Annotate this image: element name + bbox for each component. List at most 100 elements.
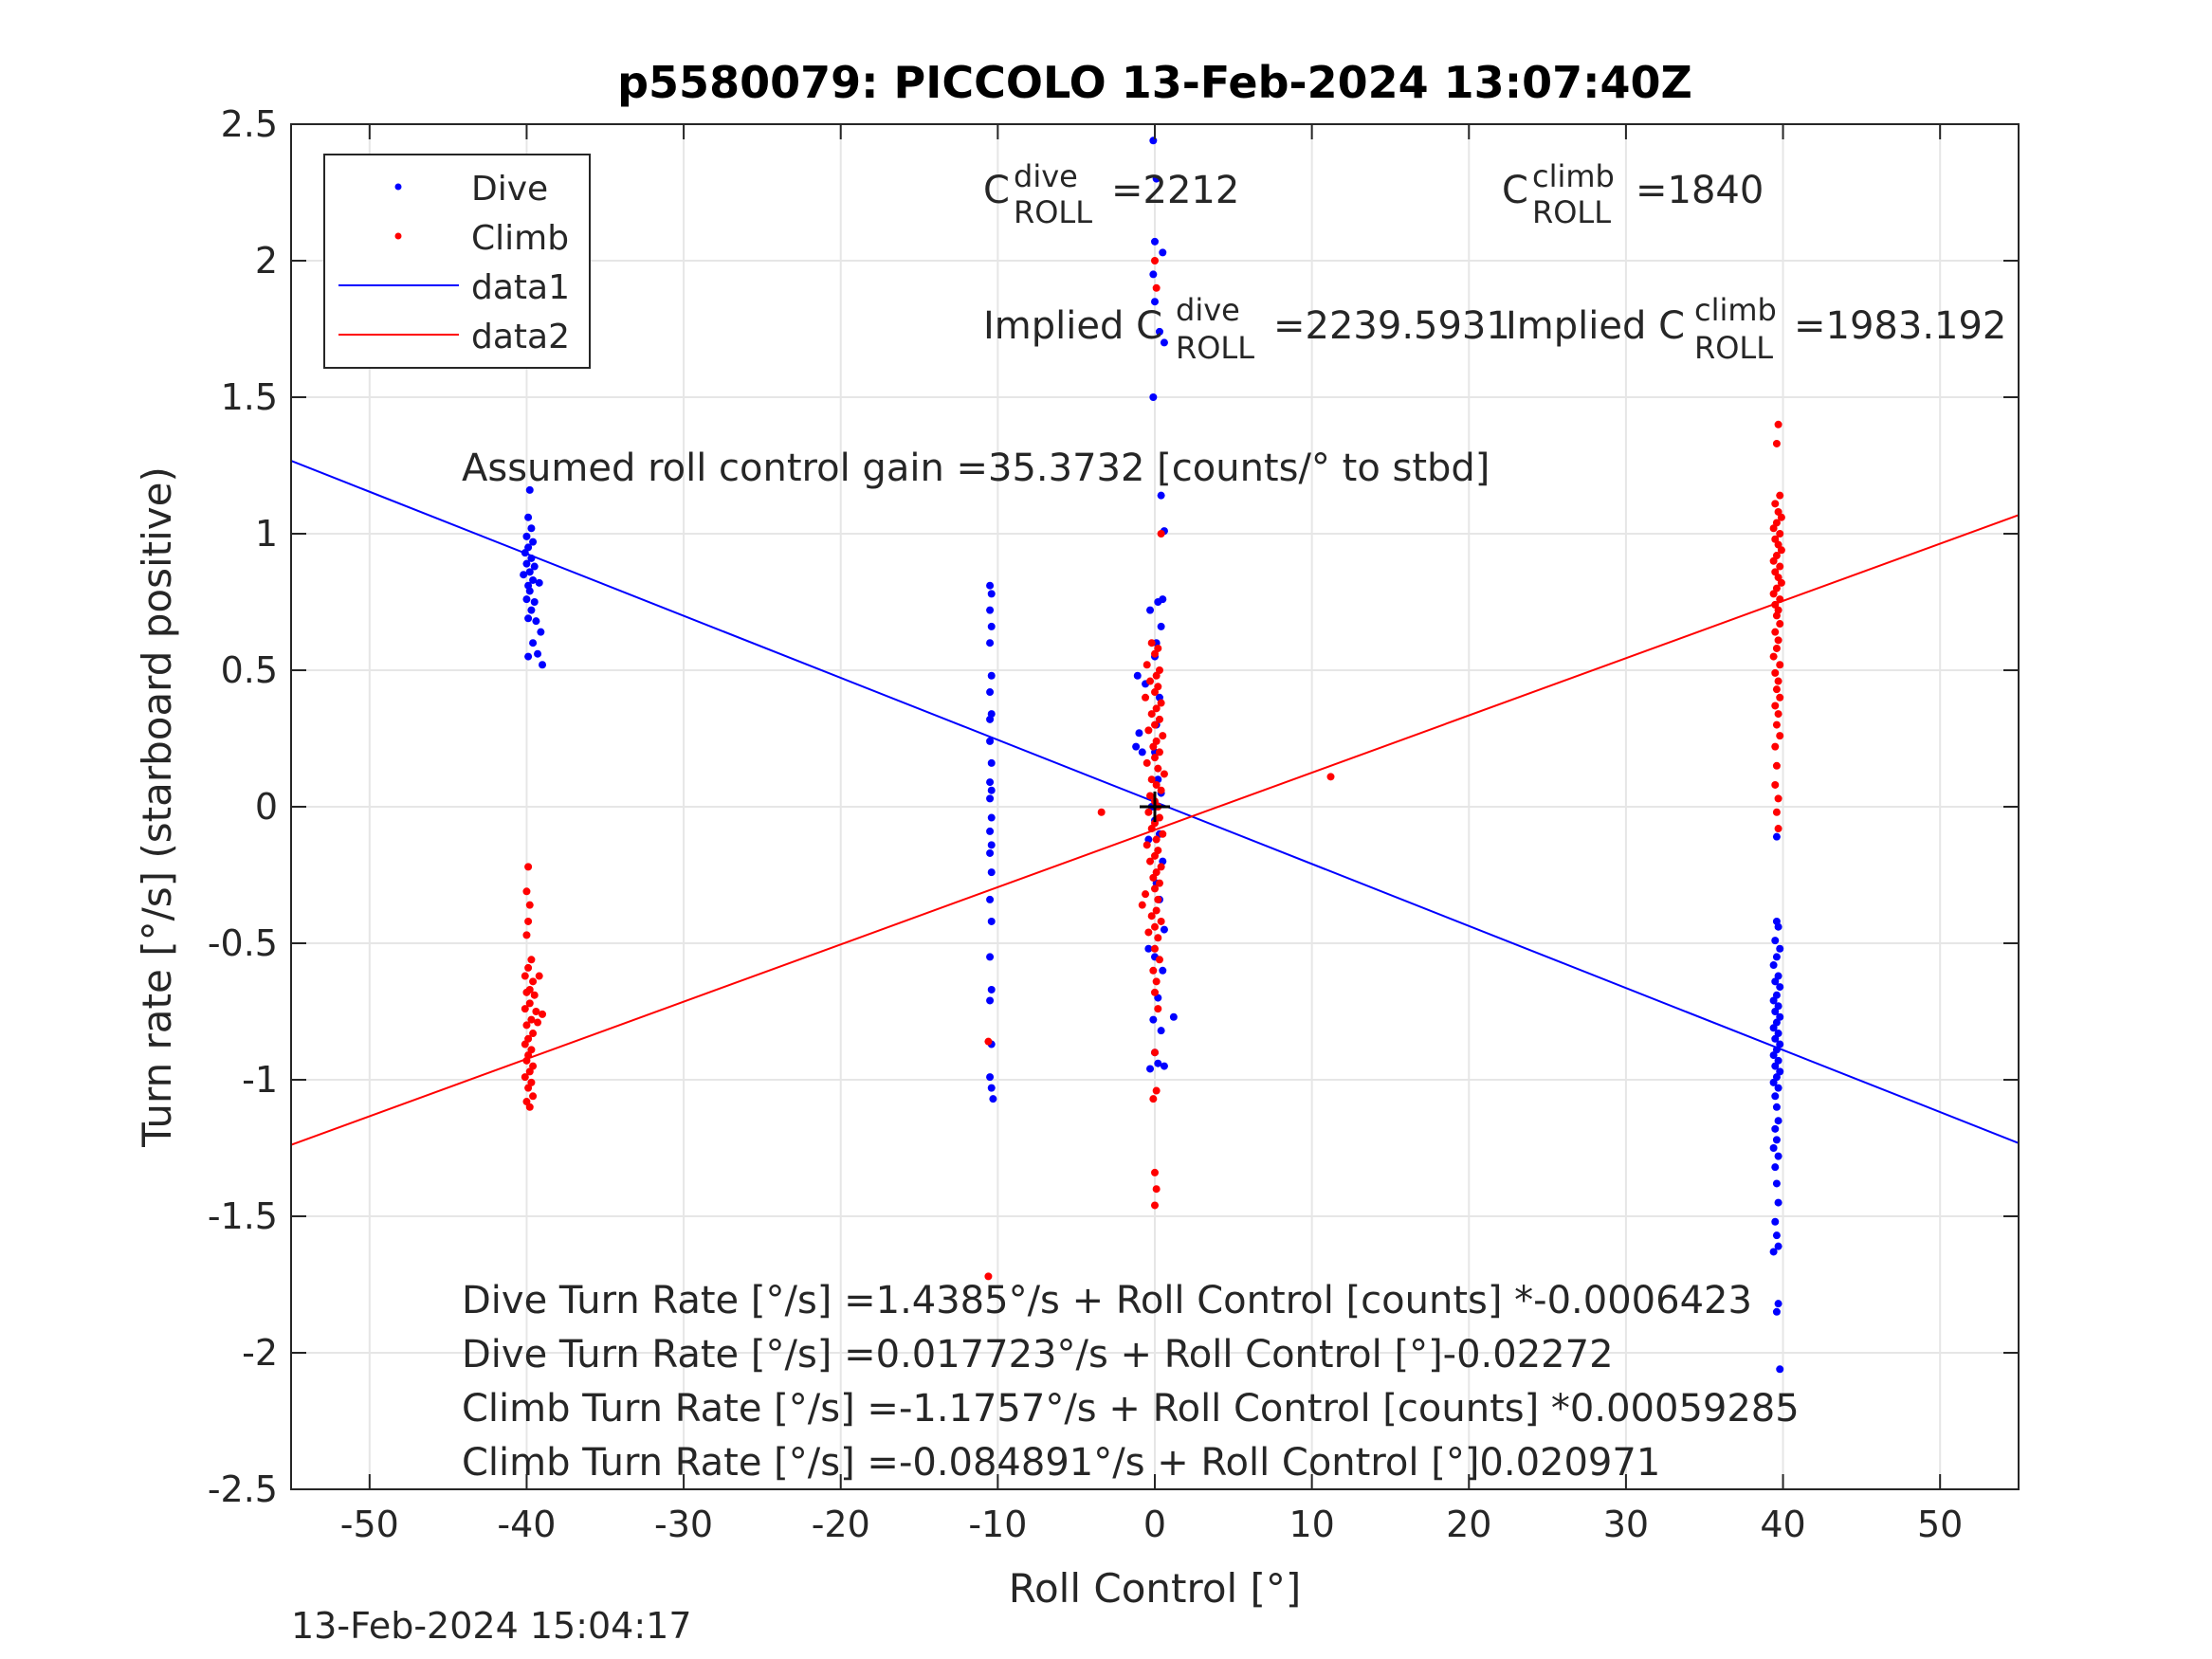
dive-point <box>1772 1307 1781 1316</box>
climb-point <box>1772 808 1781 816</box>
dive-point <box>1155 327 1163 336</box>
dive-point <box>524 614 533 623</box>
x-tick-label: -40 <box>497 1504 556 1545</box>
dive-point <box>987 868 996 877</box>
climb-point <box>1771 742 1780 751</box>
c-roll-dive-value: =2212 <box>1111 169 1239 212</box>
dive-point <box>987 1084 996 1092</box>
climb-point <box>1152 671 1161 680</box>
climb-point <box>1152 977 1161 986</box>
dive-point <box>1774 1198 1782 1207</box>
dive-point <box>987 841 996 849</box>
annotation-c-roll-climb: C climb ROLL =1840 <box>1502 158 1764 230</box>
implied-climb-sup: climb <box>1694 292 1777 328</box>
dive-point <box>1146 606 1155 614</box>
dive-point <box>1149 137 1158 145</box>
climb-point <box>1149 873 1158 882</box>
dive-point <box>1149 393 1158 401</box>
climb-point <box>1151 720 1159 729</box>
climb-point <box>1154 1005 1162 1013</box>
dive-point <box>527 606 536 614</box>
legend-box <box>323 154 591 369</box>
climb-point <box>1151 688 1159 697</box>
climb-point <box>1157 863 1165 871</box>
equation-dive-counts: Dive Turn Rate [°/s] =1.4385°/s + Roll C… <box>462 1279 1752 1322</box>
climb-point <box>1154 895 1162 903</box>
dive-point <box>1154 1059 1162 1067</box>
c-roll-dive-sup: dive <box>1014 158 1078 194</box>
climb-point <box>1155 879 1163 887</box>
c-roll-climb-value: =1840 <box>1636 169 1764 212</box>
dive-point <box>1774 1152 1782 1160</box>
dive-point <box>1771 977 1780 986</box>
climb-point <box>1776 491 1784 500</box>
legend: Dive Climb data1 data2 <box>323 154 591 369</box>
dive-point <box>1159 248 1167 257</box>
climb-point <box>525 999 534 1008</box>
annotation-implied-dive: Implied C dive ROLL =2239.5931 <box>983 292 1510 366</box>
climb-point <box>1151 851 1159 860</box>
climb-point <box>1771 668 1780 677</box>
legend-dive-marker <box>394 183 402 191</box>
climb-point <box>1152 1086 1161 1095</box>
x-tick-label: 0 <box>1143 1504 1166 1545</box>
climb-point <box>1151 884 1159 893</box>
dive-point <box>1772 1136 1781 1144</box>
dive-point <box>1774 922 1782 931</box>
climb-point <box>1772 720 1781 729</box>
dive-point <box>1769 996 1778 1005</box>
dive-point <box>1159 595 1167 604</box>
climb-point <box>1769 652 1778 661</box>
climb-point <box>1772 644 1781 652</box>
dive-point <box>986 581 995 590</box>
data-points <box>520 137 1785 1374</box>
dive-point <box>1774 1117 1782 1125</box>
equation-climb-degrees: Climb Turn Rate [°/s] =-0.084891°/s + Ro… <box>462 1441 1660 1485</box>
climb-point <box>1151 1168 1159 1176</box>
dive-point <box>986 827 995 835</box>
x-tick-label: 40 <box>1760 1504 1805 1545</box>
x-axis-label: Roll Control [°] <box>1009 1565 1302 1612</box>
climb-point <box>1774 420 1782 428</box>
climb-point <box>1155 715 1163 723</box>
climb-point <box>1771 628 1780 636</box>
climb-point <box>525 901 534 909</box>
climb-point <box>529 1030 538 1038</box>
c-roll-climb-letter: C <box>1502 169 1528 212</box>
climb-point <box>535 972 543 980</box>
dive-point <box>1771 937 1780 945</box>
climb-point <box>1157 699 1165 707</box>
climb-point <box>1777 513 1785 521</box>
climb-point <box>1147 710 1156 719</box>
dive-point <box>987 671 996 680</box>
dive-point <box>1772 1103 1781 1111</box>
equation-dive-degrees: Dive Turn Rate [°/s] =0.017723°/s + Roll… <box>462 1333 1614 1376</box>
dive-point <box>1160 925 1168 934</box>
dive-point <box>525 568 534 576</box>
climb-point <box>1146 857 1155 866</box>
dive-point <box>527 554 536 562</box>
climb-point <box>1769 524 1778 533</box>
climb-point <box>1774 677 1782 685</box>
x-tick-label: -30 <box>654 1504 713 1545</box>
dive-point <box>1135 729 1143 738</box>
annotation-c-roll-dive: C dive ROLL =2212 <box>983 158 1239 230</box>
climb-point <box>1143 758 1151 767</box>
climb-point <box>1149 966 1158 975</box>
dive-point <box>1157 1027 1165 1035</box>
y-axis-label: Turn rate [°/s] (starboard positive) <box>134 466 180 1148</box>
climb-point <box>1157 530 1165 538</box>
legend-dive-label: Dive <box>471 170 548 209</box>
climb-point <box>1772 611 1781 620</box>
climb-point <box>521 1005 529 1013</box>
dive-point <box>986 606 995 614</box>
dive-point <box>986 1073 995 1082</box>
dive-point <box>1772 1231 1781 1240</box>
dive-point <box>1132 742 1141 751</box>
climb-point <box>1155 748 1163 757</box>
dive-point <box>1774 1242 1782 1250</box>
implied-dive-sup: dive <box>1176 292 1240 328</box>
dive-point <box>987 917 996 925</box>
climb-point <box>1142 890 1150 899</box>
implied-dive-prefix: Implied C <box>983 304 1162 348</box>
